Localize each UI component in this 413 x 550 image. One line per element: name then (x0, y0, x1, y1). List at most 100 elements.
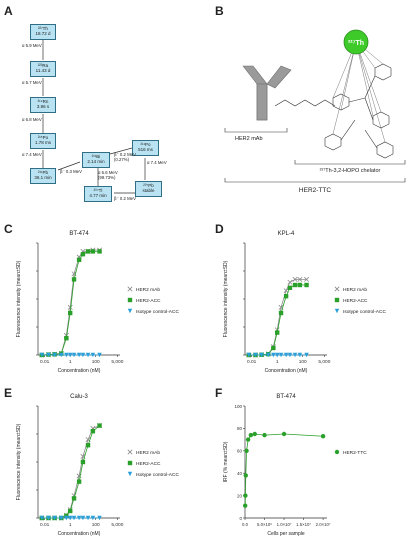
panel-label-b: B (215, 4, 224, 18)
decay-label-1: α 5.9 MeV (22, 43, 42, 48)
data-point (80, 252, 86, 257)
x-axis-label: Concentration (nM) (265, 368, 308, 374)
panel-label-d: D (215, 222, 224, 236)
series-line-0 (41, 249, 100, 356)
chart-calu3-binding: Calu-3 0.01 1 100 5,000 Concentration (nM) Flu… (16, 394, 179, 537)
x-tick-label: 0.0 (242, 522, 249, 527)
data-point (67, 352, 73, 358)
chart-title: Calu-3 (70, 394, 88, 400)
data-point (67, 508, 73, 514)
y-tick-label: 60 (237, 449, 243, 454)
decay-node-bi211: ²¹¹Bi 2.14 min (82, 152, 110, 168)
x-tick-label: 1 (69, 522, 72, 528)
chart-bt474-binding: BT-474 0.01 1 100 5,000 Concentration (nM) Flu… (16, 231, 179, 374)
series-line-1 (248, 284, 307, 356)
data-point (243, 473, 248, 478)
data-point (90, 429, 96, 434)
structure-drawing: ²²⁷Th HER2 mAb ²²⁷Th-3,2-HOPO chelator H… (224, 29, 406, 194)
data-point (242, 503, 248, 508)
x-tick-label: 0.01 (40, 359, 50, 365)
chart-title: BT-474 (276, 394, 296, 400)
decay-node-pb211: ²¹¹Pb 36.1 min (30, 168, 56, 184)
data-point (292, 276, 298, 282)
data-point (292, 282, 298, 288)
decay-label-3: α 6.8 MeV (22, 117, 42, 122)
legend-marker (127, 308, 133, 314)
data-point (287, 279, 293, 285)
data-point (85, 515, 91, 521)
decay-label-6: β⁻ 0.2 MeV (0.27%) (114, 152, 136, 162)
data-point (252, 431, 257, 437)
panel-label-e: E (4, 386, 13, 400)
data-point (39, 515, 45, 521)
legend-label: HER2 mAb (343, 287, 367, 293)
data-point (90, 249, 96, 254)
legend-marker (334, 308, 340, 314)
data-point (64, 513, 69, 518)
data-point (67, 515, 73, 521)
x-tick-label: 1.0×10⁷ (277, 522, 292, 527)
panel-label-a: A (4, 4, 13, 18)
data-point (304, 282, 309, 288)
chart-title: BT-474 (69, 231, 89, 237)
x-tick-label: 1 (276, 359, 279, 365)
data-point (244, 448, 249, 453)
data-point (253, 352, 258, 358)
legend-label: HER2-ACC (136, 298, 161, 304)
decay-label-5: β⁻ 0.3 MeV (60, 169, 82, 174)
panel-label-f: F (215, 386, 223, 400)
x-axis-label: Concentration (nM) (58, 531, 101, 537)
chelator-bracket (294, 160, 406, 165)
ttc-bracket (224, 178, 406, 183)
data-point (90, 515, 96, 521)
decay-node-rn219: ²¹⁹Rn 3.96 s (30, 97, 56, 113)
y-axis-label: Fluorescence intensity (mean±SD) (16, 260, 22, 337)
data-point (76, 479, 82, 484)
data-point (64, 336, 69, 341)
legend-marker (334, 286, 340, 292)
legend-marker (127, 471, 133, 477)
series-line-1 (41, 425, 100, 519)
decay-node-pb207: ²⁰⁷Pb stable (135, 181, 162, 197)
data-point (76, 515, 82, 521)
series-line-0 (41, 425, 100, 519)
decay-label-9: β⁻ 0.2 MeV (114, 196, 136, 201)
decay-node-ra223: ²²³Ra 11.43 d (30, 61, 56, 77)
data-point (90, 352, 96, 358)
data-point (46, 352, 51, 358)
y-tick-label: 100 (234, 404, 242, 409)
data-point (274, 330, 280, 335)
data-point (283, 352, 289, 358)
data-point (80, 352, 86, 358)
decay-label-2: α 5.7 MeV (22, 80, 42, 85)
decay-label-7: α 6.6 MeV (99.73%) (98, 170, 118, 180)
x-tick-label: 5,000 (318, 359, 330, 365)
thorium-label: ²²⁷Th (348, 40, 364, 47)
data-point (262, 432, 267, 438)
chelator-rings (324, 63, 394, 159)
legend-label: HER2-TTC (343, 450, 367, 456)
linker-chain (274, 99, 336, 107)
x-axis-label: Concentration (nM) (58, 368, 101, 374)
mab-label: HER2 mAb (235, 136, 263, 142)
data-point (52, 352, 57, 358)
data-point (71, 515, 77, 521)
x-tick-label: 100 (92, 522, 100, 528)
legend-label: Isotype control-ACC (136, 472, 179, 478)
data-point (271, 352, 276, 358)
y-tick-label: 20 (237, 493, 243, 498)
legend-marker (127, 286, 133, 292)
data-point (97, 515, 102, 521)
thorium-atom-icon (343, 29, 369, 55)
data-point (287, 352, 293, 358)
data-point (71, 277, 77, 282)
data-point (281, 431, 287, 437)
x-tick-label: 5,000 (111, 522, 123, 528)
antibody-icon (242, 65, 292, 121)
data-point (64, 352, 69, 358)
x-tick-label: 0.01 (247, 359, 257, 365)
y-axis-label: Fluorescence intensity (mean±SD) (16, 423, 22, 500)
data-point (297, 276, 303, 282)
y-tick-label: 40 (237, 471, 243, 476)
data-point (320, 434, 326, 439)
